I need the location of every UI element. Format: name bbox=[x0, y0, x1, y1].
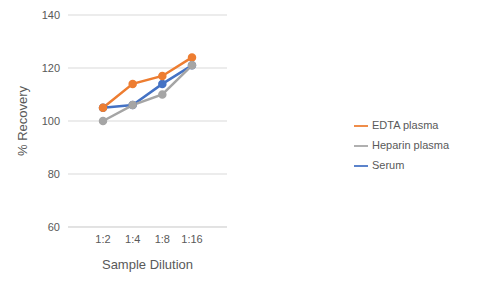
svg-text:120: 120 bbox=[42, 62, 60, 74]
svg-text:1:8: 1:8 bbox=[155, 233, 170, 245]
html-text:Serum: Serum bbox=[372, 158, 405, 171]
svg-text:1:2: 1:2 bbox=[95, 233, 110, 245]
svg-text:60: 60 bbox=[48, 221, 60, 233]
svg-text:80: 80 bbox=[48, 168, 60, 180]
svg-text:Sample Dilution: Sample Dilution bbox=[102, 257, 193, 272]
html-text:EDTA plasma: EDTA plasma bbox=[372, 118, 439, 131]
svg-text:140: 140 bbox=[42, 9, 60, 21]
svg-text:100: 100 bbox=[42, 115, 60, 127]
svg-text:% Recovery: % Recovery bbox=[15, 85, 30, 156]
svg-text:1:16: 1:16 bbox=[181, 233, 202, 245]
html-text:Heparin plasma: Heparin plasma bbox=[372, 138, 449, 151]
svg-text:1:4: 1:4 bbox=[125, 233, 140, 245]
